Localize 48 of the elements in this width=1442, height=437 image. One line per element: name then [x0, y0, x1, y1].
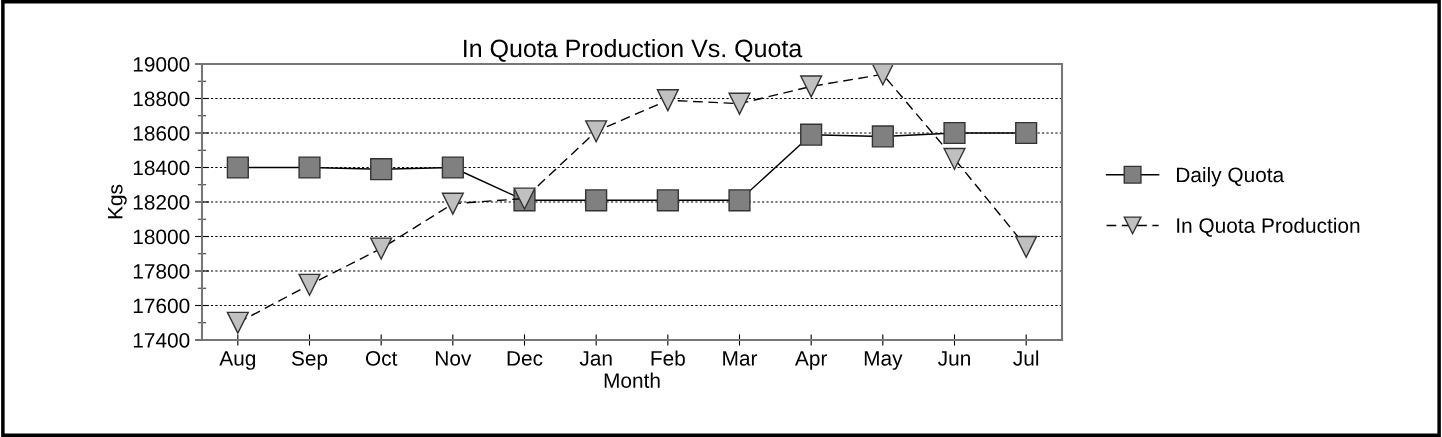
point	[441, 156, 464, 179]
y-tick-label: 18600	[133, 126, 190, 141]
x-tick-label: Dec	[507, 351, 543, 366]
point	[1015, 121, 1038, 145]
x-tick-label: Oct	[365, 350, 398, 366]
point	[585, 120, 608, 143]
point	[226, 156, 249, 179]
y-tick-label: 19000	[133, 57, 190, 72]
y-tick-label: 17400	[133, 333, 190, 348]
legend-label: In Quota Production	[1177, 217, 1360, 237]
point	[656, 189, 679, 212]
y-tick-label: 18400	[133, 160, 190, 176]
y-tick-label: 18200	[133, 195, 190, 210]
point	[800, 123, 823, 146]
y-tick-label: 17800	[133, 264, 190, 279]
y-tick-label: 17600	[133, 298, 190, 314]
point	[441, 192, 464, 215]
point	[298, 273, 321, 296]
x-tick-label: Aug	[219, 351, 256, 370]
point	[298, 156, 321, 179]
point	[1015, 235, 1038, 258]
point	[370, 158, 393, 181]
x-tick-label: Feb	[651, 350, 685, 366]
point	[800, 75, 823, 98]
point	[728, 92, 751, 115]
point	[871, 64, 894, 86]
chart-title: In Quota Production Vs. Quota	[464, 38, 803, 62]
x-tick-label: Jun	[938, 351, 970, 366]
x-tick-label: Nov	[436, 351, 472, 366]
point	[585, 189, 608, 212]
point	[370, 237, 393, 260]
point	[871, 125, 894, 148]
y-axis-title: Kgs	[108, 184, 127, 219]
legend-label: Daily Quota	[1177, 166, 1285, 187]
y-tick-label: 18000	[133, 229, 190, 245]
x-tick-label: Mar	[723, 351, 758, 366]
x-tick-label: Apr	[795, 351, 828, 370]
y-tick-label: 18800	[133, 91, 190, 107]
x-tick-label: Jul	[1013, 350, 1039, 366]
x-tick-label: Jan	[579, 351, 612, 366]
point	[728, 189, 751, 212]
x-tick-label: May	[864, 351, 903, 370]
x-axis-title: Month	[604, 372, 660, 388]
x-tick-label: Sep	[291, 350, 328, 370]
point	[226, 311, 249, 334]
point	[656, 89, 679, 112]
point	[943, 147, 966, 170]
point	[943, 121, 966, 145]
